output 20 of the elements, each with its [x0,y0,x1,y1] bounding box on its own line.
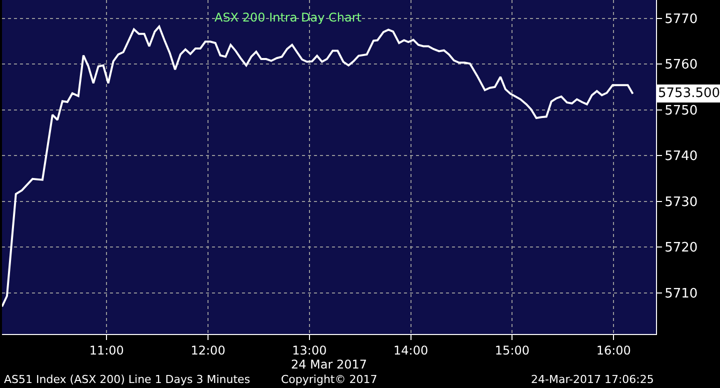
y-tick-label: 5730 [664,194,698,210]
y-tick-label: 5750 [664,103,698,118]
x-tick-label: 16:00 [596,343,631,358]
y-tick-label: 5720 [664,240,698,256]
text: ASX 200 Intra Day Chart [214,10,362,25]
x-tick-label: 14:00 [394,343,428,358]
x-tick-label: 12:00 [190,343,226,358]
x-axis-title: 24 Mar 2017 [290,357,368,372]
text: AS51 Index (ASX 200) Line 1 Days 3 Minutes [4,373,250,386]
x-tick-label: 13:00 [292,343,327,358]
line-series [2,26,634,308]
x-tick-label: 11:00 [89,343,124,358]
y-tick-label: 5710 [664,286,698,302]
text: Copyright© 2017 [281,373,378,386]
y-tick-label: 5760 [664,58,698,73]
text: 5753.500 [658,86,720,101]
y-tick-label: 5770 [664,12,698,27]
y-tick-label: 5740 [664,149,698,164]
text: 24-Mar-2017 17:06:25 [531,373,654,386]
x-tick-label: 15:00 [494,343,530,358]
